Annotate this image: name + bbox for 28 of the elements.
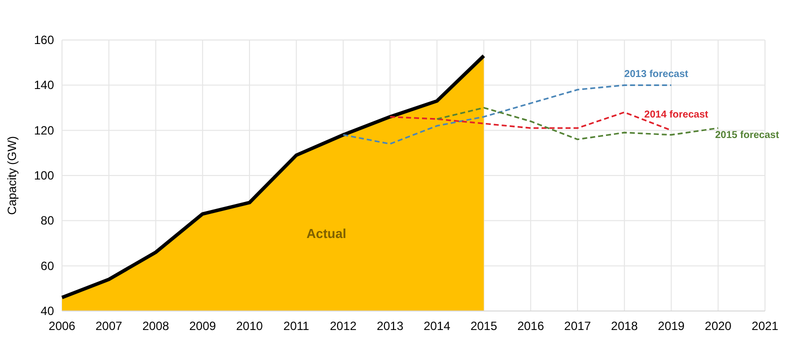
y-tick-label: 40	[40, 304, 54, 318]
x-tick-label: 2017	[564, 319, 592, 333]
x-tick-label: 2006	[48, 319, 76, 333]
y-tick-label: 160	[34, 33, 54, 47]
y-tick-label: 100	[34, 168, 54, 182]
x-tick-label: 2011	[283, 319, 310, 333]
x-tick-label: 2012	[330, 319, 357, 333]
x-tick-label: 2016	[517, 319, 544, 333]
x-tick-label: 2013	[376, 319, 404, 333]
y-tick-label: 60	[40, 258, 54, 273]
x-tick-label: 2018	[611, 319, 638, 333]
series-label: 2013 forecast	[624, 69, 689, 80]
x-tick-label: 2014	[424, 319, 451, 333]
x-tick-label: 2009	[189, 319, 216, 333]
x-tick-label: 2019	[658, 319, 685, 333]
x-tick-label: 2021	[752, 319, 779, 333]
series-label: 2014 forecast	[644, 109, 709, 120]
y-axis-title: Capacity (GW)	[5, 136, 19, 215]
y-tick-label: 140	[34, 78, 54, 92]
x-tick-label: 2015	[470, 319, 498, 333]
series-label: 2015 forecast	[715, 130, 780, 142]
x-tick-label: 2007	[96, 319, 123, 333]
x-tick-label: 2008	[142, 319, 170, 333]
x-tick-label: 2020	[704, 319, 732, 333]
series-label: Actual	[306, 226, 346, 242]
x-tick-label: 2010	[236, 319, 264, 333]
y-tick-label: 120	[34, 123, 54, 138]
y-tick-label: 80	[40, 214, 54, 228]
